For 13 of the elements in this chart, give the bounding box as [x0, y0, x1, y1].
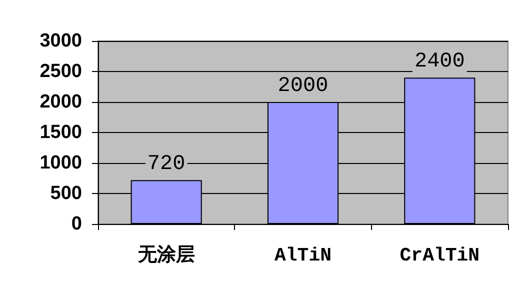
x-tick-label: CrAlTiN: [400, 244, 480, 266]
y-tick-label: 500: [50, 183, 82, 204]
y-tick-label: 2000: [40, 92, 82, 112]
data-label: 720: [147, 153, 186, 176]
x-tick-label: AlTiN: [274, 244, 332, 266]
data-label: 2400: [414, 50, 465, 74]
y-tick-label: 0: [71, 214, 82, 234]
x-tick-label: 无涂层: [136, 244, 195, 266]
data-label: 2000: [278, 75, 328, 98]
y-tick-label: 2500: [40, 61, 82, 82]
y-tick-label: 3000: [40, 30, 82, 52]
y-tick-label: 1500: [40, 122, 82, 143]
y-tick-label: 1000: [40, 152, 82, 174]
